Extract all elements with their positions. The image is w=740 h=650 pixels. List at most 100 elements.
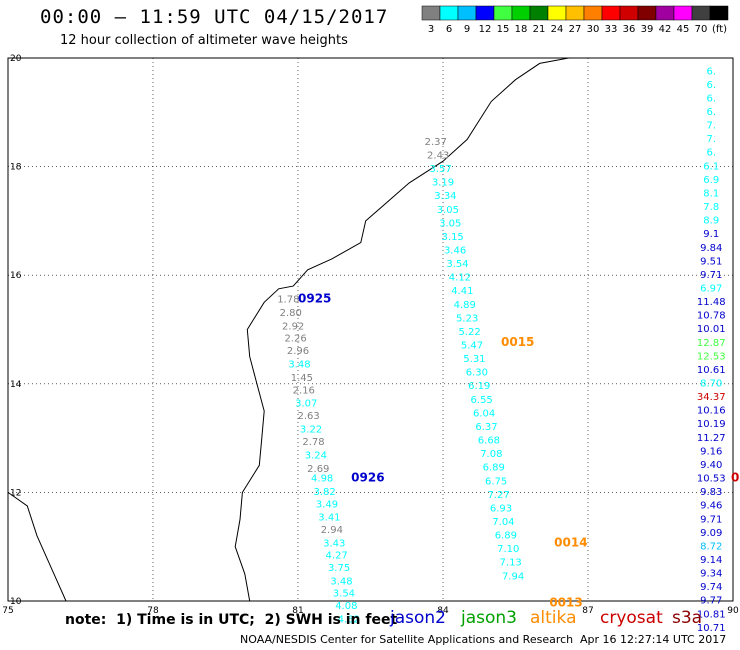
legend-label: 15 [497,24,510,35]
swh-value: 3.75 [328,563,350,574]
swh-value: 4.27 [326,551,348,562]
legend-swatch [655,5,675,21]
swh-value: 5.31 [463,354,485,365]
legend-swatch [421,5,441,21]
legend-s3a: s3a [672,608,703,628]
swh-value: 5.22 [458,327,480,338]
legend-swatch [619,5,639,21]
swh-value: 6.68 [478,436,500,447]
swh-value: 6.89 [495,531,517,542]
legend-label: 12 [479,24,492,35]
swh-value: 3.46 [444,245,466,256]
swh-value: 8.72 [700,541,722,552]
swh-value: 6. [706,107,716,118]
swh-value: 3.43 [323,539,345,550]
swh-value: 5.23 [456,313,478,324]
swh-value: 7.94 [502,571,524,582]
legend-swatch [565,5,585,21]
map-grid [7,57,734,602]
swh-value: 2.63 [298,411,320,422]
pass-time-label: 0013 [549,595,582,609]
legend-swatch [529,5,549,21]
swh-value: 3.54 [446,259,468,270]
legend-label: 18 [515,24,528,35]
swh-value: 4.08 [335,601,357,612]
legend-swatch [691,5,711,21]
legend-unit: (ft) [712,24,727,35]
swh-value: 3.41 [318,513,340,524]
swh-value: 3.19 [432,178,454,189]
map-frame [7,57,734,602]
y-tick-label: 10 [10,597,22,607]
legend-label: 33 [605,24,618,35]
legend-label: 42 [659,24,672,35]
swh-value: 3.07 [295,399,317,410]
swh-value: 1.78 [277,294,299,305]
legend-swatch [457,5,477,21]
x-tick-label: 78 [147,606,159,616]
swh-value: 8.70 [700,379,722,390]
swh-value: 10.19 [697,419,726,430]
legend-swatch [637,5,657,21]
legend-label: 3 [428,24,434,35]
x-tick-label: 75 [2,606,13,616]
x-tick-label: 90 [727,606,739,616]
swh-value: 6.19 [468,381,490,392]
pass-time-label: 0925 [298,291,331,305]
swh-value: 3.48 [330,577,352,588]
pass-time-label: 0015 [501,335,534,349]
coastline [7,57,569,602]
swh-value: 3.24 [305,451,327,462]
swh-value: 6.9 [703,175,719,186]
legend-label: 21 [533,24,546,35]
credit-line: NOAA/NESDIS Center for Satellite Applica… [240,633,574,646]
page-subtitle: 12 hour collection of altimeter wave hei… [60,33,348,48]
swh-value: 9.09 [700,528,722,539]
legend-cryosat: cryosat [600,608,663,628]
legend-swatch [583,5,603,21]
swh-value: 2.94 [321,525,343,536]
swh-value: 7. [706,121,716,132]
swh-value: 10.78 [697,311,726,322]
swh-value: 3.34 [434,191,456,202]
legend-label: 6 [446,24,452,35]
swh-value: 7.04 [492,517,514,528]
swh-value: 3.15 [442,232,464,243]
legend-label: 36 [623,24,636,35]
legend-label: 70 [695,24,708,35]
swh-value: 2.96 [287,346,309,357]
swh-value: 6.93 [490,503,512,514]
swh-value: 2.92 [282,322,304,333]
legend-swatch [511,5,531,21]
swh-value: 2.69 [307,464,329,475]
swh-value: 6.04 [473,408,495,419]
swh-value: 9.16 [700,446,722,457]
footer-note: note: 1) Time is in UTC; 2) SWH is in fe… [65,612,398,628]
swh-value: 2.37 [425,137,447,148]
y-tick-label: 12 [10,488,21,498]
y-tick-label: 16 [10,271,22,281]
swh-value: 3.57 [429,164,451,175]
legend-swatch [601,5,621,21]
swh-value: 6.30 [466,368,488,379]
swh-value: 6.97 [700,283,722,294]
swh-value: 10.01 [697,324,726,335]
x-tick-label: 84 [437,606,449,616]
swh-value: 9.84 [700,243,722,254]
swh-value: 9.77 [700,596,722,607]
swh-value: 6. [706,148,716,159]
swh-value: 12.87 [697,338,726,349]
swh-value: 12.53 [697,351,726,362]
timestamp: Apr 16 12:27:14 UTC 2017 [580,633,727,646]
page-title: 00:00 – 11:59 UTC 04/15/2017 [40,6,389,28]
legend-label: 27 [569,24,582,35]
color-legend: 3 6 9 12 15 18 21 24 27 30 33 36 39 42 45 70 (ft) [421,5,729,35]
swh-value: 10.71 [697,623,726,634]
swh-value: 9.1 [703,229,719,240]
swh-value: 3.05 [437,205,459,216]
swh-value: 10.81 [697,609,726,620]
legend-swatch [493,5,513,21]
swh-value: 9.83 [700,487,722,498]
swh-value: 10.61 [697,365,726,376]
y-tick-label: 20 [10,54,22,64]
